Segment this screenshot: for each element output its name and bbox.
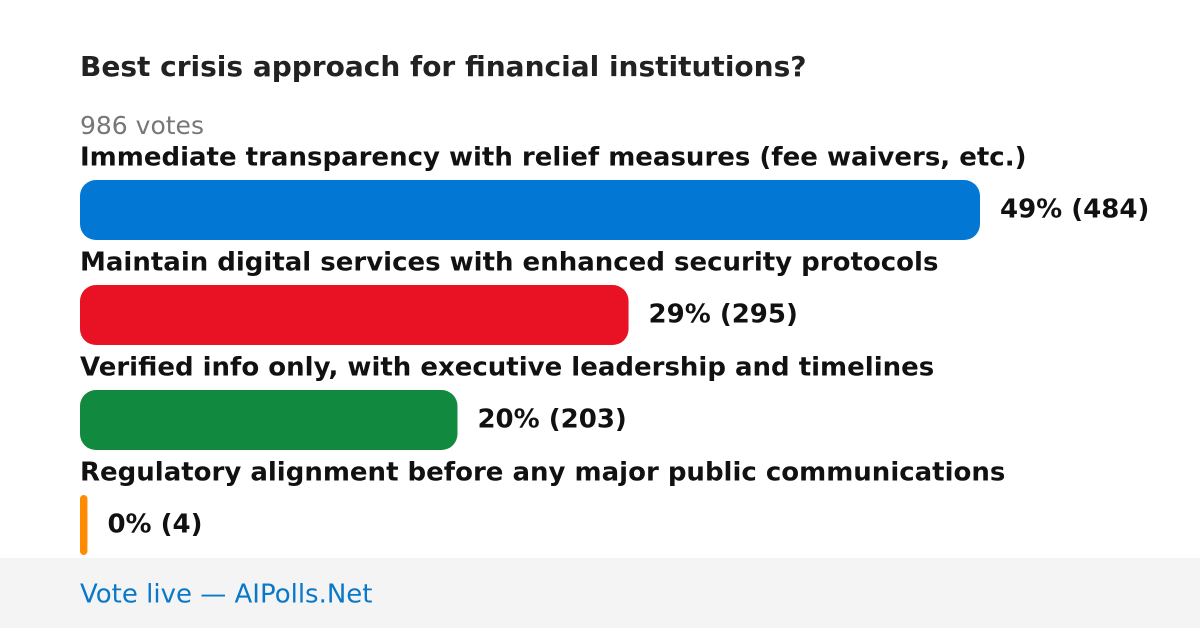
option-label: Verified info only, with executive leade… [80,353,934,383]
footer-band [0,558,1200,628]
value-label: 49% (484) [1000,195,1149,225]
bar [80,390,458,450]
option-label: Immediate transparency with relief measu… [80,143,1026,173]
value-label: 29% (295) [649,300,798,330]
footer-link[interactable]: Vote live — AIPolls.Net [80,580,373,610]
vote-total: 986 votes [80,111,204,140]
value-label: 0% (4) [107,510,202,540]
option-label: Maintain digital services with enhanced … [80,248,938,278]
option-label: Regulatory alignment before any major pu… [80,458,1005,488]
value-label: 20% (203) [477,405,626,435]
bar [80,285,629,345]
poll-title: Best crisis approach for financial insti… [80,50,807,83]
bar [80,495,88,555]
bar [80,180,980,240]
